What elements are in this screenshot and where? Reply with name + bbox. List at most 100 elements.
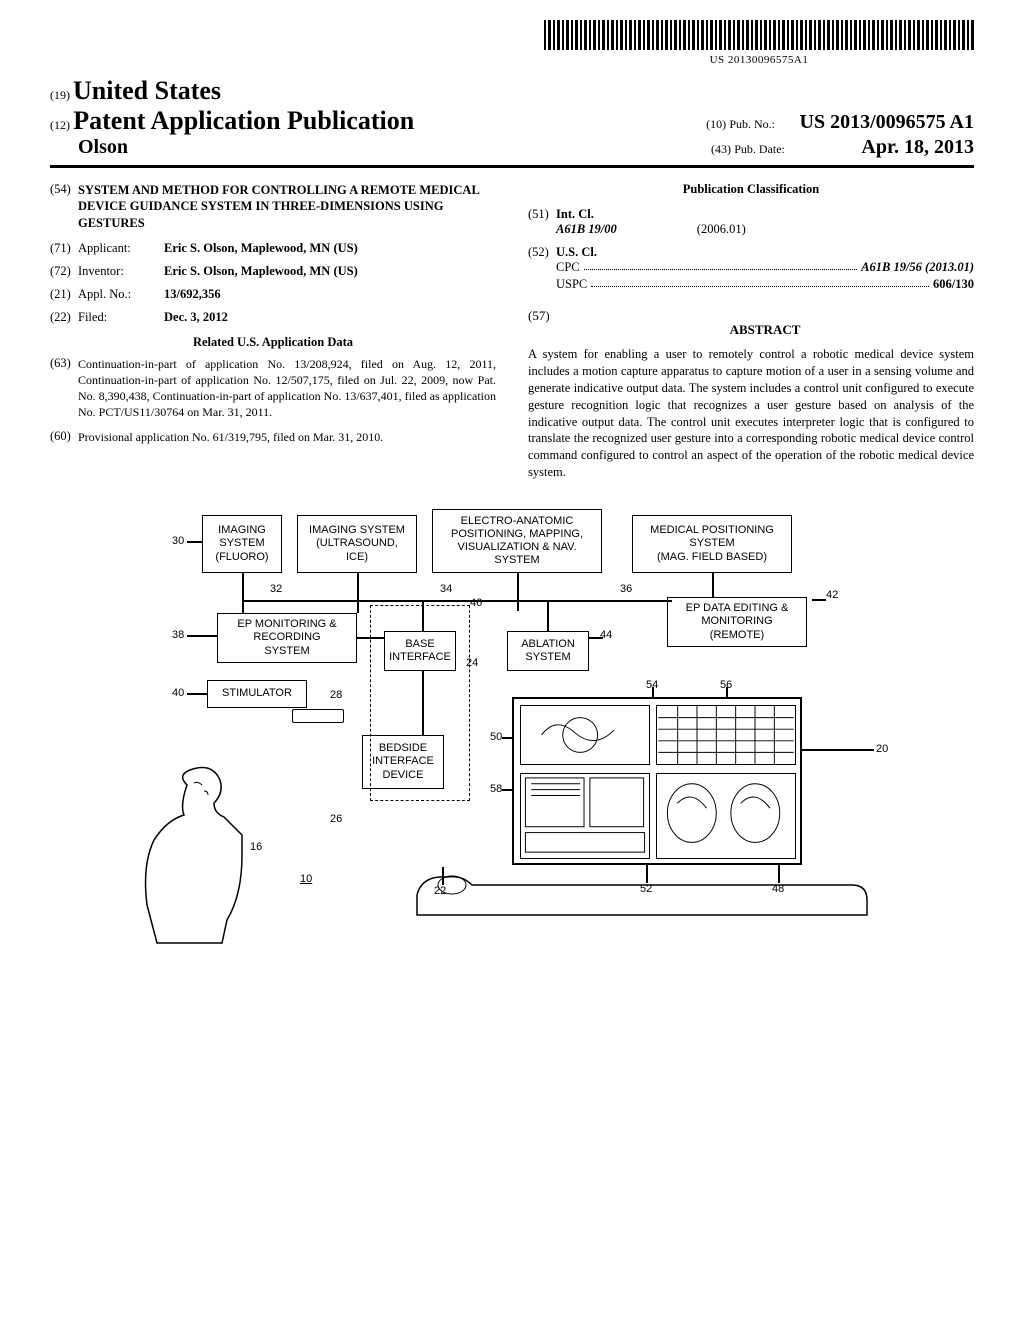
- title-text: SYSTEM AND METHOD FOR CONTROLLING A REMO…: [78, 182, 496, 231]
- line: [646, 865, 648, 883]
- box-ep-mon: EP MONITORING &RECORDINGSYSTEM: [217, 613, 357, 663]
- box-imaging-fluoro: IMAGINGSYSTEM(FLUORO): [202, 515, 282, 573]
- ref-10: 10: [300, 873, 312, 885]
- filed-code: (22): [50, 310, 78, 325]
- line: [357, 637, 384, 639]
- dots-line: [591, 277, 929, 287]
- abstract-text: A system for enabling a user to remotely…: [528, 346, 974, 481]
- ref-20: 20: [876, 743, 888, 755]
- barcode-graphic: [544, 20, 974, 50]
- inventor-code: (72): [50, 264, 78, 279]
- related-60-text: Provisional application No. 61/319,795, …: [78, 429, 383, 445]
- screen-panel: [656, 773, 796, 859]
- pub-type-line: (12) Patent Application Publication: [50, 106, 512, 136]
- ref-58: 58: [490, 783, 502, 795]
- two-column-body: (54) SYSTEM AND METHOD FOR CONTROLLING A…: [50, 182, 974, 481]
- ref-30: 30: [172, 535, 184, 547]
- patient-bed: [412, 855, 872, 945]
- country-line: (19) United States: [50, 76, 512, 106]
- classification-head: Publication Classification: [528, 182, 974, 197]
- country-name: United States: [73, 76, 221, 105]
- box-med-pos: MEDICAL POSITIONINGSYSTEM(MAG. FIELD BAS…: [632, 515, 792, 573]
- related-63-text: Continuation-in-part of application No. …: [78, 356, 496, 421]
- abstract-head-row: (57) ABSTRACT: [528, 308, 974, 346]
- ref-50: 50: [490, 731, 502, 743]
- title-code: (54): [50, 182, 78, 231]
- pub-date-value: Apr. 18, 2013: [861, 136, 974, 158]
- line: [422, 600, 424, 631]
- line: [242, 573, 244, 613]
- line: [187, 693, 207, 695]
- figure-area: IMAGINGSYSTEM(FLUORO) IMAGING SYSTEM(ULT…: [50, 505, 974, 965]
- pub-type-code: (12): [50, 118, 70, 132]
- line: [422, 671, 424, 735]
- line: [547, 600, 549, 631]
- inventor-surname: Olson: [78, 136, 512, 159]
- ref-34: 34: [440, 583, 452, 595]
- line: [517, 573, 519, 611]
- applno-value: 13/692,356: [164, 287, 496, 302]
- intcl-row: (51) Int. Cl. A61B 19/00 (2006.01): [528, 207, 974, 237]
- line: [442, 867, 444, 885]
- title-row: (54) SYSTEM AND METHOD FOR CONTROLLING A…: [50, 182, 496, 231]
- uspc-value: 606/130: [933, 277, 974, 292]
- uscl-body: U.S. Cl. CPC A61B 19/56 (2013.01) USPC 6…: [556, 245, 974, 294]
- intcl-label: Int. Cl.: [556, 207, 594, 221]
- ref-38: 38: [172, 629, 184, 641]
- applicant-value: Eric S. Olson, Maplewood, MN (US): [164, 241, 496, 256]
- dashed-box-left: [370, 605, 470, 801]
- uscl-label: U.S. Cl.: [556, 245, 597, 259]
- filed-row: (22) Filed: Dec. 3, 2012: [50, 310, 496, 325]
- line: [778, 865, 780, 883]
- screen-panel: [656, 705, 796, 765]
- line: [502, 789, 512, 791]
- barcode-area: US 20130096575A1: [50, 20, 974, 66]
- box-stimulator: STIMULATOR: [207, 680, 307, 708]
- header-right: (10) Pub. No.: US 2013/0096575 A1 (43) P…: [512, 111, 974, 159]
- line: [652, 687, 654, 697]
- applicant-row: (71) Applicant: Eric S. Olson, Maplewood…: [50, 241, 496, 256]
- box-ablation: ABLATIONSYSTEM: [507, 631, 589, 671]
- applno-label: Appl. No.:: [78, 287, 164, 302]
- header-rule: [50, 165, 974, 168]
- pub-date-label: Pub. Date:: [734, 142, 785, 156]
- related-head: Related U.S. Application Data: [50, 335, 496, 350]
- display-screen-main: [512, 697, 802, 865]
- intcl-date: (2006.01): [697, 222, 746, 237]
- line: [187, 541, 202, 543]
- inventor-value: Eric S. Olson, Maplewood, MN (US): [164, 264, 496, 279]
- ref-42: 42: [826, 589, 838, 601]
- left-column: (54) SYSTEM AND METHOD FOR CONTROLLING A…: [50, 182, 496, 481]
- cpc-value: A61B 19/56 (2013.01): [861, 260, 974, 275]
- header-left: (19) United States (12) Patent Applicati…: [50, 76, 512, 159]
- related-63-code: (63): [50, 356, 78, 421]
- figure-diagram: IMAGINGSYSTEM(FLUORO) IMAGING SYSTEM(ULT…: [112, 505, 912, 965]
- box-imaging-us: IMAGING SYSTEM(ULTRASOUND,ICE): [297, 515, 417, 573]
- header-row: (19) United States (12) Patent Applicati…: [50, 76, 974, 159]
- ref-24: 24: [466, 657, 478, 669]
- pub-no-value: US 2013/0096575 A1: [800, 111, 974, 133]
- related-63-row: (63) Continuation-in-part of application…: [50, 356, 496, 421]
- applno-code: (21): [50, 287, 78, 302]
- line: [502, 737, 512, 739]
- person-outline: [142, 765, 262, 945]
- line: [712, 573, 714, 597]
- abstract-head: ABSTRACT: [556, 322, 974, 338]
- uscl-row: (52) U.S. Cl. CPC A61B 19/56 (2013.01) U…: [528, 245, 974, 294]
- ref-44: 44: [600, 629, 612, 641]
- line: [242, 600, 672, 602]
- ref-32: 32: [270, 583, 282, 595]
- pub-type: Patent Application Publication: [73, 106, 414, 135]
- applicant-code: (71): [50, 241, 78, 256]
- pub-no-label: Pub. No.:: [729, 117, 775, 131]
- uscl-code: (52): [528, 245, 556, 294]
- pub-date-line: (43) Pub. Date: Apr. 18, 2013: [512, 136, 974, 159]
- intcl-code: (51): [528, 207, 556, 237]
- line: [187, 635, 217, 637]
- related-60-code: (60): [50, 429, 78, 445]
- inventor-label: Inventor:: [78, 264, 164, 279]
- screen-panel: [520, 705, 650, 765]
- dots-line: [584, 260, 858, 270]
- barcode-number: US 20130096575A1: [544, 54, 974, 66]
- related-60-row: (60) Provisional application No. 61/319,…: [50, 429, 496, 445]
